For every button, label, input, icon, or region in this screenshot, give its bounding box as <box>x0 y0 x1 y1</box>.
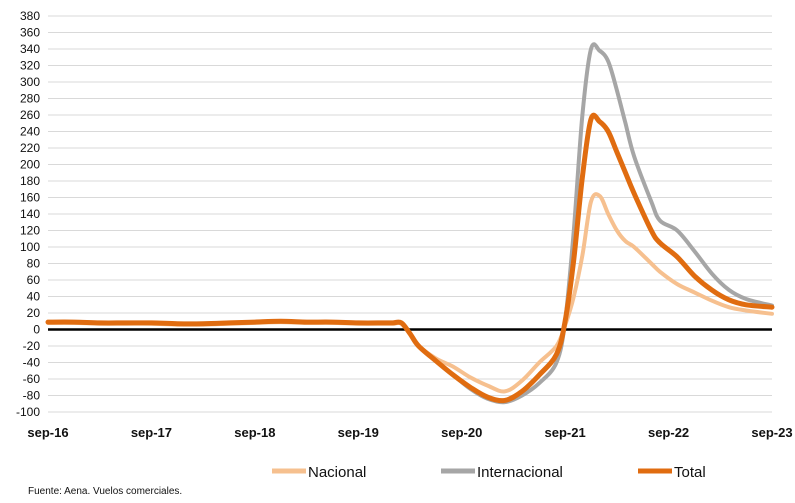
y-tick-label: 100 <box>20 240 40 254</box>
y-tick-label: 240 <box>20 125 40 139</box>
legend: Nacional Internacional Total <box>272 464 706 481</box>
y-tick-label: 160 <box>20 191 40 205</box>
x-axis-ticks: sep-16 sep-17 sep-18 sep-19 sep-20 sep-21 sep-… <box>27 425 792 440</box>
legend-label-internacional: Internacional <box>477 464 563 481</box>
y-tick-label: 180 <box>20 174 40 188</box>
y-tick-label: 140 <box>20 207 40 221</box>
y-tick-label: 320 <box>20 59 40 73</box>
y-tick-label: -40 <box>23 356 41 370</box>
y-tick-label: 40 <box>27 290 41 304</box>
y-tick-label: 120 <box>20 224 40 238</box>
y-tick-label: -100 <box>16 405 40 419</box>
y-tick-label: -20 <box>23 339 41 353</box>
y-tick-label: 260 <box>20 108 40 122</box>
legend-label-total: Total <box>674 464 706 481</box>
source-note: Fuente: Aena. Vuelos comerciales. <box>28 486 183 497</box>
y-axis-ticks: -100 -80 -60 -40 -20 0 20 40 60 80 100 120 140 160 180… <box>16 9 40 419</box>
y-tick-label: 340 <box>20 42 40 56</box>
x-tick-label: sep-21 <box>545 425 586 440</box>
series-line-total <box>45 112 775 404</box>
x-tick-label: sep-20 <box>441 425 482 440</box>
y-tick-label: -60 <box>23 372 41 386</box>
x-tick-label: sep-22 <box>648 425 689 440</box>
y-tick-label: 380 <box>20 9 40 23</box>
x-tick-label: sep-19 <box>338 425 379 440</box>
series-lines <box>45 42 775 405</box>
x-tick-label: sep-18 <box>234 425 275 440</box>
x-tick-label: sep-16 <box>27 425 68 440</box>
x-tick-label: sep-23 <box>751 425 792 440</box>
y-tick-label: 60 <box>27 273 41 287</box>
y-tick-label: -80 <box>23 389 41 403</box>
y-tick-label: 280 <box>20 92 40 106</box>
y-tick-label: 300 <box>20 75 40 89</box>
x-tick-label: sep-17 <box>131 425 172 440</box>
series-line-internacional <box>46 42 774 405</box>
y-tick-label: 0 <box>33 323 40 337</box>
y-tick-label: 80 <box>27 257 41 271</box>
y-tick-label: 220 <box>20 141 40 155</box>
gridlines <box>48 15 772 413</box>
legend-label-nacional: Nacional <box>308 464 366 481</box>
y-tick-label: 20 <box>27 306 41 320</box>
y-tick-label: 360 <box>20 26 40 40</box>
y-tick-label: 200 <box>20 158 40 172</box>
